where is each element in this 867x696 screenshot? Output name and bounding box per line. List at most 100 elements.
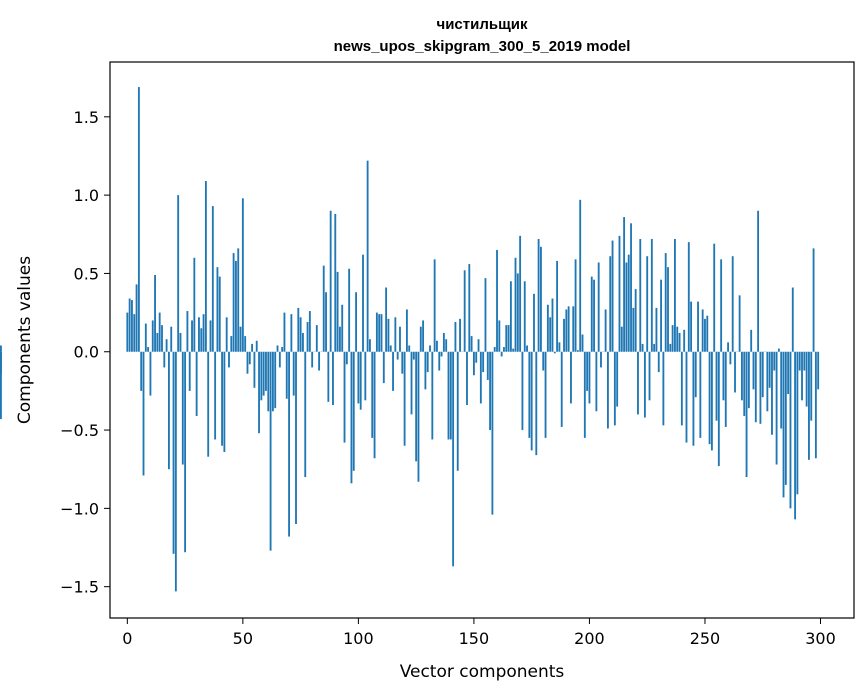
bar-188 — [560, 351, 563, 427]
bar-179 — [540, 246, 542, 352]
bar-288 — [791, 287, 794, 352]
y-tick-label: 1.0 — [74, 186, 99, 205]
bar-152 — [477, 339, 480, 352]
bar-211 — [613, 351, 616, 426]
bar-228 — [653, 343, 656, 352]
bar-10 — [149, 351, 152, 396]
bar-58 — [260, 351, 263, 401]
bar-147 — [466, 351, 468, 405]
bar-131 — [429, 345, 431, 352]
chart-title: чистильщик — [437, 16, 528, 33]
bar-260 — [727, 342, 729, 352]
bar-105 — [369, 339, 371, 352]
y-tick-label: −1.5 — [60, 578, 99, 597]
bar-241 — [683, 329, 686, 352]
bar-4 — [135, 284, 138, 352]
bar-74 — [297, 307, 300, 352]
bar-43 — [225, 317, 228, 352]
bar-86 — [325, 292, 327, 352]
bar-7 — [142, 351, 145, 476]
bar-20 — [172, 351, 175, 554]
bar-undefined — [0, 345, 2, 352]
bar-195 — [576, 350, 579, 352]
bar-8 — [144, 323, 147, 352]
bar-51 — [244, 336, 247, 352]
bar-277 — [766, 351, 769, 412]
bar-97 — [350, 351, 353, 484]
bar-262 — [731, 256, 734, 352]
bar-255 — [715, 351, 718, 421]
bar-28 — [191, 320, 193, 352]
bar-190 — [565, 309, 568, 352]
bar-267 — [743, 351, 746, 416]
bar-71 — [290, 314, 293, 352]
bar-282 — [777, 348, 780, 352]
bar-256 — [717, 351, 720, 467]
bar-25 — [184, 351, 187, 553]
bar-110 — [380, 314, 383, 352]
bar-210 — [611, 240, 614, 352]
bar-101 — [359, 351, 362, 410]
bar-214 — [620, 326, 623, 352]
bar-16 — [163, 351, 166, 368]
bar-150 — [472, 351, 475, 376]
bar-243 — [687, 242, 690, 352]
bar-197 — [581, 334, 584, 352]
bar-39 — [216, 267, 219, 352]
bar-266 — [741, 351, 743, 401]
bar-151 — [475, 351, 478, 363]
bar-235 — [669, 343, 672, 352]
bar-82 — [315, 325, 318, 352]
bar-155 — [484, 278, 487, 352]
bar-171 — [521, 351, 524, 431]
plot-area-frame — [109, 61, 855, 619]
bar-204 — [597, 262, 600, 352]
bar-123 — [410, 351, 413, 415]
bar-240 — [680, 351, 683, 426]
bar-227 — [650, 238, 653, 352]
bar-193 — [572, 306, 575, 352]
bar-274 — [759, 351, 762, 424]
bar-153 — [479, 351, 482, 404]
bar-89 — [332, 351, 334, 405]
bar-291 — [798, 351, 801, 371]
bar-292 — [801, 351, 803, 401]
bar-120 — [403, 351, 406, 446]
bar-21 — [174, 351, 177, 592]
bar-199 — [586, 351, 589, 391]
chart-subtitle: news_upos_skipgram_300_5_2019 model — [334, 38, 631, 55]
bar-173 — [526, 345, 528, 352]
bar-72 — [292, 351, 295, 396]
bar-12 — [154, 275, 156, 352]
bar-18 — [168, 351, 170, 470]
y-tick-label: −0.5 — [60, 421, 99, 440]
bar-290 — [796, 351, 799, 495]
bar-94 — [343, 351, 346, 443]
bar-129 — [424, 351, 427, 390]
bar-233 — [664, 253, 667, 352]
bar-24 — [181, 351, 184, 465]
bar-61 — [267, 351, 270, 412]
bar-236 — [671, 325, 674, 352]
bar-22 — [177, 195, 180, 352]
bar-9 — [147, 347, 150, 352]
bar-63 — [271, 351, 274, 412]
bar-137 — [442, 332, 445, 352]
bar-166 — [509, 281, 512, 352]
bar-106 — [371, 351, 374, 438]
bar-164 — [505, 325, 508, 352]
bar-26 — [186, 311, 189, 352]
y-axis-ticks: −1.5 −1.0 −0.5 0.0 0.5 1.0 1.5 — [60, 108, 110, 597]
bar-196 — [579, 199, 582, 352]
bar-230 — [657, 351, 660, 373]
bar-121 — [405, 309, 408, 352]
bar-5 — [137, 87, 140, 352]
bar-138 — [445, 339, 448, 352]
bar-216 — [625, 262, 628, 352]
bar-178 — [537, 238, 540, 352]
bar-130 — [426, 351, 429, 373]
bar-107 — [373, 351, 376, 459]
bar-45 — [230, 336, 233, 352]
bar-47 — [235, 260, 237, 352]
bar-11 — [151, 320, 154, 352]
